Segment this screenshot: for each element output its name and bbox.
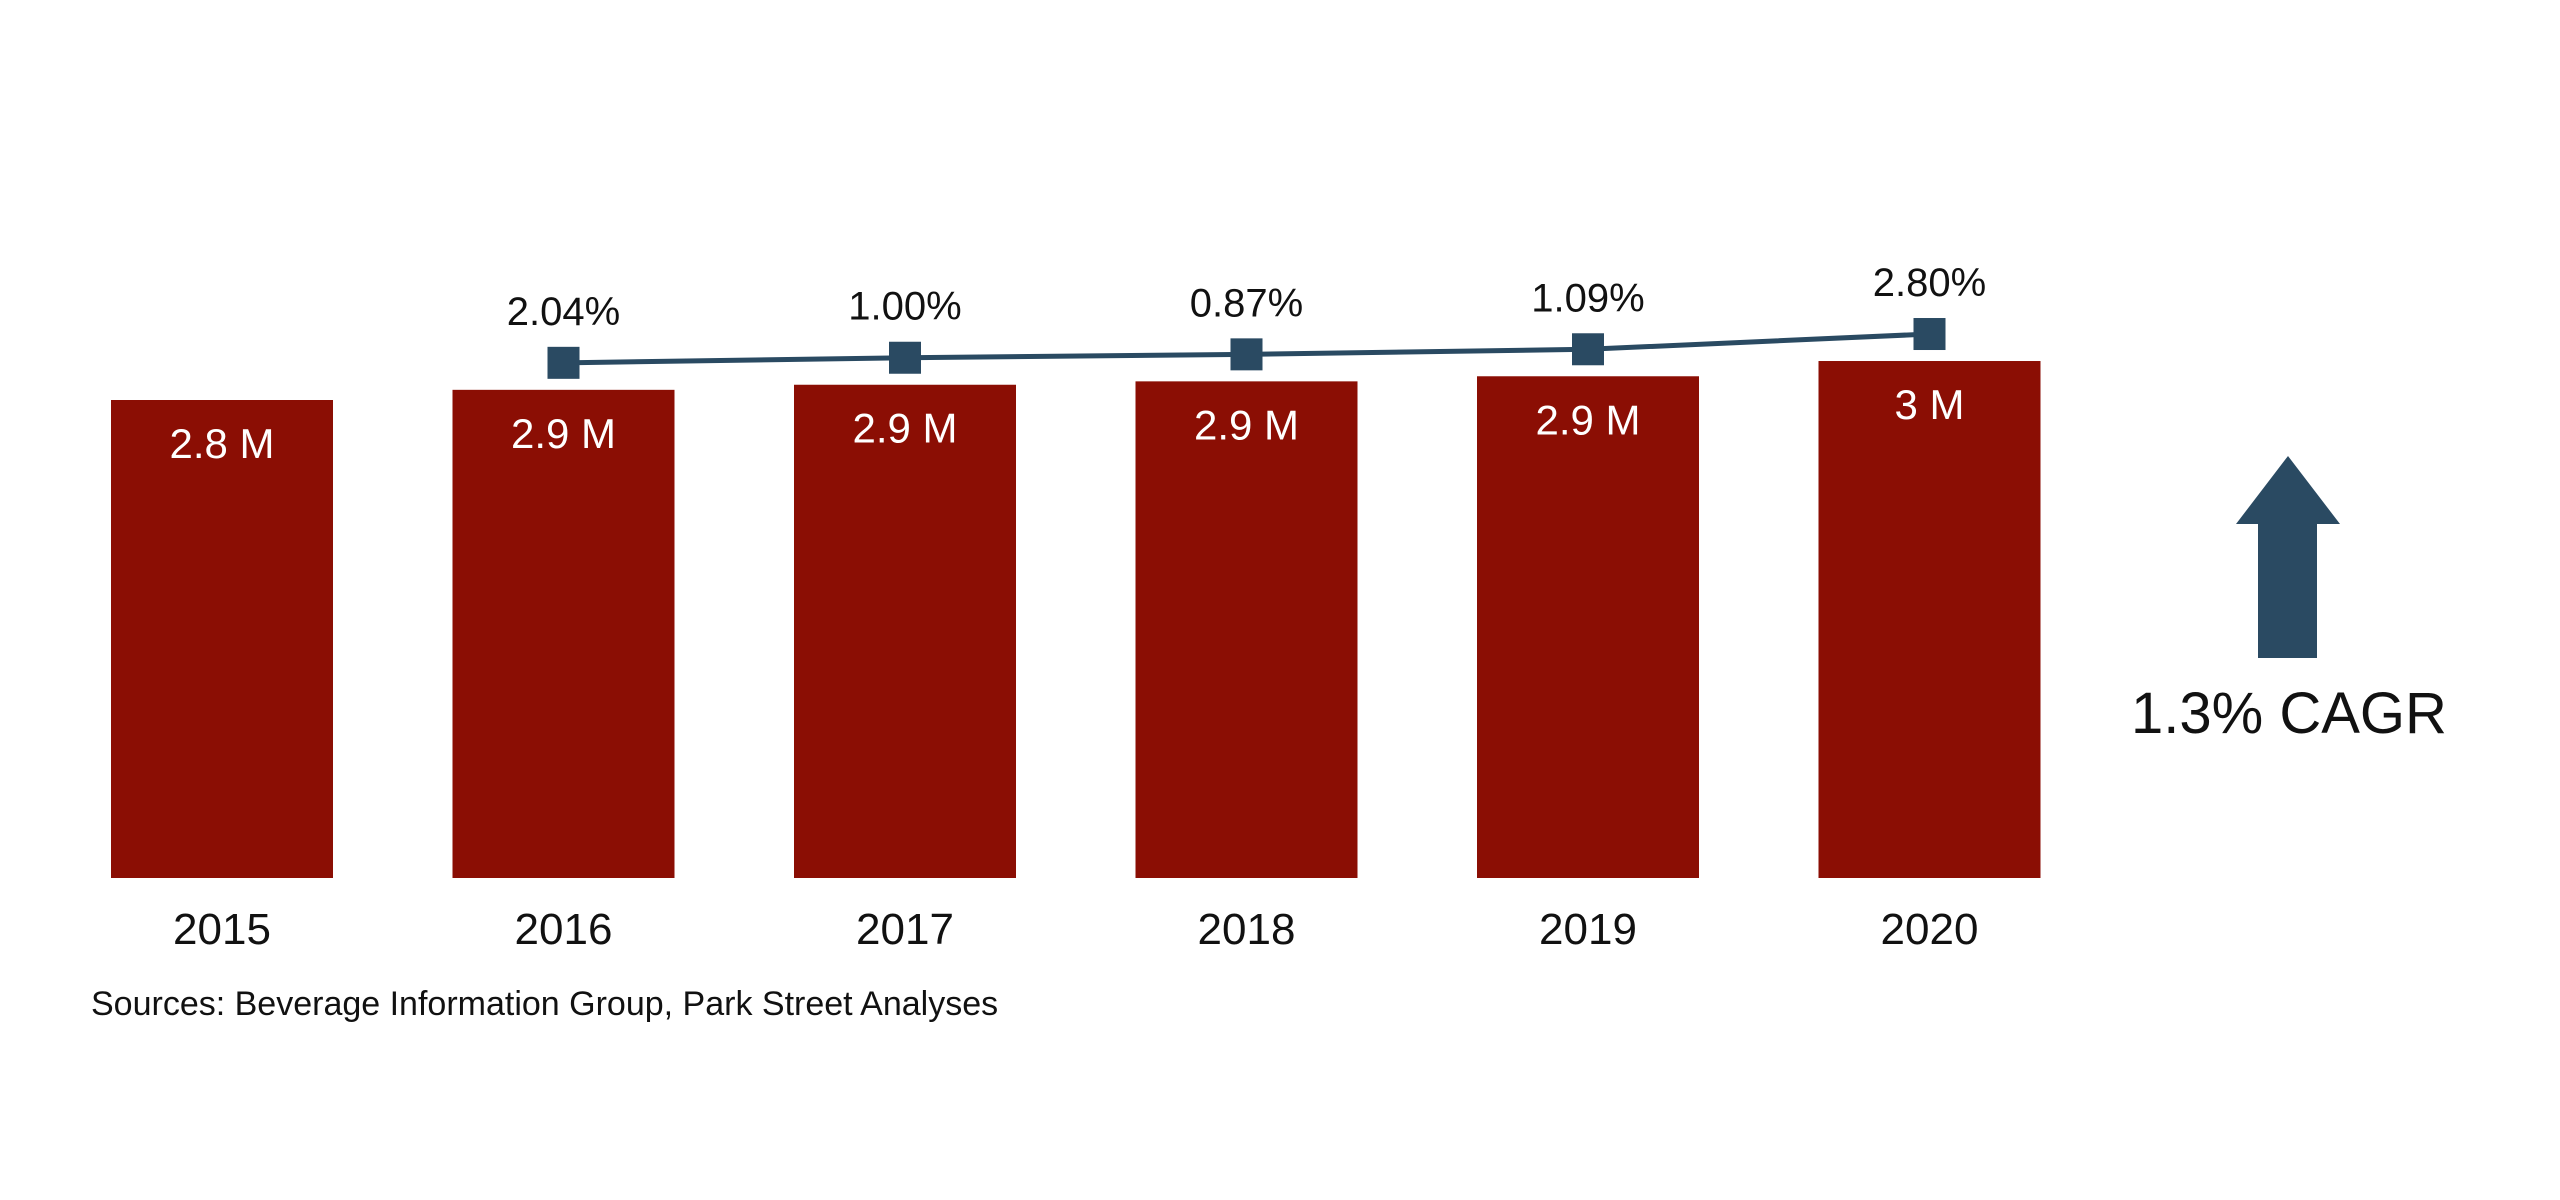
bar-2015 bbox=[111, 400, 333, 878]
growth-marker-2017 bbox=[889, 341, 921, 374]
growth-label: 2.04% bbox=[507, 290, 620, 334]
growth-label: 2.80% bbox=[1873, 261, 1986, 305]
growth-marker-2018 bbox=[1230, 338, 1263, 371]
up-arrow-icon bbox=[2236, 456, 2340, 658]
bar-value-label: 3 M bbox=[1894, 381, 1964, 428]
cagr-annotation: 1.3% CAGR bbox=[2131, 456, 2447, 746]
growth-marker-2019 bbox=[1572, 333, 1604, 366]
x-tick-label: 2015 bbox=[173, 905, 271, 954]
bar-2017 bbox=[794, 384, 1016, 878]
growth-label: 0.87% bbox=[1190, 281, 1303, 325]
bar-value-label: 2.9 M bbox=[511, 410, 616, 457]
bar-2016 bbox=[452, 389, 675, 878]
bar-2018 bbox=[1135, 381, 1358, 878]
x-tick-label: 2020 bbox=[1881, 905, 1979, 954]
bar-value-label: 2.9 M bbox=[1535, 396, 1640, 443]
growth-marker-2020 bbox=[1913, 318, 1946, 351]
bar-2019 bbox=[1477, 376, 1699, 878]
growth-label: 1.09% bbox=[1531, 276, 1644, 320]
bar-value-label: 2.9 M bbox=[1194, 401, 1299, 448]
bar-value-label: 2.9 M bbox=[852, 405, 957, 452]
x-tick-label: 2016 bbox=[515, 905, 613, 954]
growth-label: 1.00% bbox=[848, 285, 961, 329]
growth-marker-2016 bbox=[547, 346, 580, 379]
sources-note: Sources: Beverage Information Group, Par… bbox=[91, 985, 999, 1023]
x-tick-label: 2017 bbox=[856, 905, 954, 954]
cagr-label: 1.3% CAGR bbox=[2131, 681, 2447, 746]
bar-2020 bbox=[1818, 361, 2041, 879]
x-tick-label: 2018 bbox=[1198, 905, 1296, 954]
x-tick-label: 2019 bbox=[1539, 905, 1637, 954]
bar-value-label: 2.8 M bbox=[169, 420, 274, 467]
